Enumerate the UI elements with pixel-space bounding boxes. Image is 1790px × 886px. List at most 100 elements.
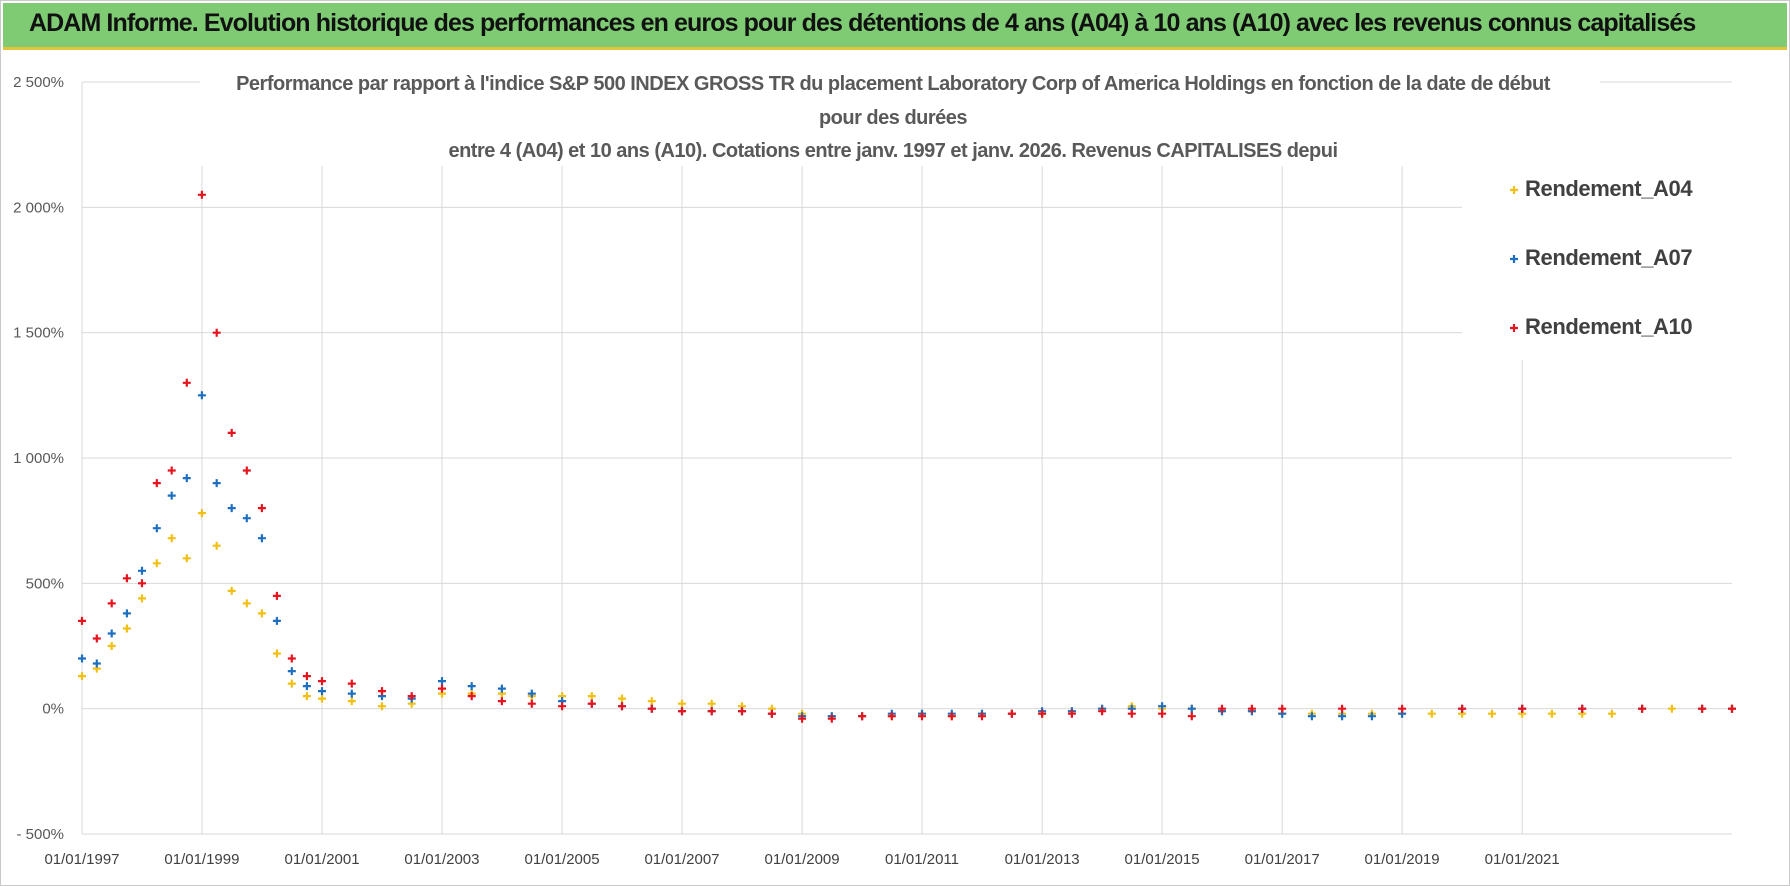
data-point (1187, 704, 1196, 713)
data-point (798, 714, 807, 723)
legend-label-a04: Rendement_A04 (1525, 176, 1693, 201)
data-point (497, 684, 506, 693)
data-point (1067, 709, 1076, 718)
data-point (558, 702, 567, 711)
data-point (1427, 709, 1436, 718)
data-point (138, 594, 146, 603)
data-point (1127, 709, 1136, 718)
data-point (1458, 704, 1467, 713)
data-point (167, 491, 176, 500)
y-tick-label: 2 500% (13, 74, 64, 91)
data-point (227, 586, 236, 595)
x-tick-label: 01/01/2001 (284, 851, 359, 868)
data-point (678, 699, 686, 708)
data-point (152, 479, 161, 488)
x-tick-label: 01/01/1999 (164, 851, 239, 868)
series-rendement-a07 (78, 391, 1736, 721)
series-rendement-a10 (78, 190, 1736, 723)
data-point (257, 534, 266, 543)
legend-marker (1510, 324, 1518, 332)
data-point (318, 677, 326, 686)
data-point (227, 428, 236, 437)
x-tick-label: 01/01/2011 (885, 851, 959, 868)
data-point (467, 692, 476, 701)
data-point (197, 190, 206, 199)
data-point (858, 712, 867, 721)
data-point (287, 679, 296, 688)
data-point (347, 697, 356, 706)
data-point (272, 649, 281, 658)
data-point (122, 609, 131, 618)
data-point (138, 566, 146, 575)
data-point (347, 679, 356, 688)
data-point (1338, 704, 1347, 713)
data-point (978, 712, 986, 721)
data-point (767, 709, 776, 718)
data-point (1398, 704, 1407, 713)
data-point (827, 714, 836, 723)
data-point (1667, 704, 1676, 713)
data-point (122, 574, 131, 583)
data-point (78, 672, 86, 681)
y-tick-label: 500% (26, 575, 64, 592)
legend-marker (1510, 255, 1518, 263)
data-point (1007, 709, 1016, 718)
data-point (78, 654, 86, 663)
data-point (152, 524, 161, 533)
data-point (242, 466, 251, 475)
y-tick-label: 0% (42, 701, 64, 718)
data-point (467, 682, 476, 691)
chart-title-line-3: entre 4 (A04) et 10 ans (A10). Cotations… (448, 140, 1337, 162)
data-point (302, 672, 311, 681)
data-point (197, 391, 206, 400)
data-point (302, 692, 311, 701)
data-point (1158, 709, 1167, 718)
data-point (257, 609, 266, 618)
data-point (1728, 704, 1736, 713)
data-point (1218, 704, 1226, 713)
data-point (1307, 712, 1316, 721)
y-tick-label: 2 000% (13, 199, 64, 216)
data-point (212, 328, 221, 337)
chart-title: Performance par rapport à l'indice S&P 5… (236, 73, 1551, 162)
report-banner: ADAM Informe. Evolution historique des p… (3, 3, 1787, 50)
data-point (1518, 704, 1527, 713)
y-tick-label: - 500% (16, 826, 64, 843)
chart-title-line-1: Performance par rapport à l'indice S&P 5… (236, 73, 1551, 95)
data-point (587, 699, 596, 708)
legend-label-a07: Rendement_A07 (1525, 245, 1692, 270)
legend-marker (1510, 186, 1518, 194)
data-point (618, 694, 626, 703)
data-point (212, 479, 221, 488)
legend-box (1462, 160, 1732, 360)
data-point (302, 682, 311, 691)
data-point (182, 474, 191, 483)
data-point (287, 667, 296, 676)
x-tick-label: 01/01/1997 (44, 851, 119, 868)
data-point (242, 599, 251, 608)
data-point (1547, 709, 1556, 718)
y-tick-label: 1 000% (13, 450, 64, 467)
legend-label-a10: Rendement_A10 (1525, 314, 1692, 339)
chart-title-line-2: pour des durées (819, 107, 967, 129)
data-point (587, 692, 596, 701)
data-point (182, 378, 191, 387)
chart-title-box (200, 74, 1600, 166)
data-point (1247, 704, 1256, 713)
series-rendement-a04 (78, 509, 1736, 721)
data-point (212, 541, 221, 550)
data-point (272, 616, 281, 625)
data-point (707, 707, 716, 716)
data-point (1038, 709, 1047, 718)
data-point (197, 509, 206, 518)
data-point (92, 634, 101, 643)
data-point (947, 712, 956, 721)
data-point (1578, 704, 1587, 713)
data-point (918, 712, 926, 721)
data-point (1607, 709, 1616, 718)
x-tick-label: 01/01/2013 (1005, 851, 1080, 868)
data-point (618, 702, 626, 711)
data-point (347, 689, 356, 698)
data-point (107, 629, 116, 638)
